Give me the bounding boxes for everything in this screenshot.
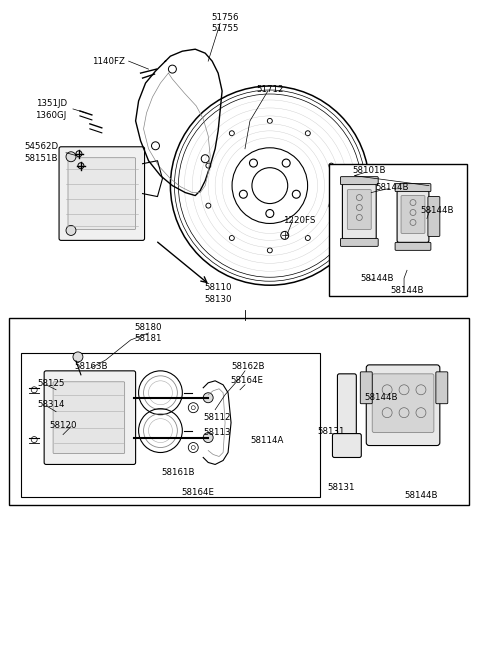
- Text: 58163B: 58163B: [74, 362, 108, 371]
- Circle shape: [73, 352, 83, 362]
- Text: 58112: 58112: [204, 413, 231, 422]
- Text: 58162B: 58162B: [231, 362, 264, 371]
- FancyBboxPatch shape: [342, 184, 376, 239]
- Bar: [21, 353, 320, 497]
- FancyBboxPatch shape: [395, 242, 431, 250]
- FancyBboxPatch shape: [436, 372, 448, 403]
- Bar: [329, 164, 467, 296]
- Text: 51756: 51756: [211, 13, 239, 22]
- FancyBboxPatch shape: [395, 184, 431, 192]
- Text: 1351JD: 1351JD: [36, 100, 67, 108]
- FancyBboxPatch shape: [333, 434, 361, 458]
- Text: 58114A: 58114A: [250, 436, 284, 445]
- Text: 58131: 58131: [328, 483, 355, 492]
- Circle shape: [66, 152, 76, 162]
- Text: 58181: 58181: [135, 335, 162, 343]
- Text: 58144B: 58144B: [364, 393, 398, 402]
- FancyBboxPatch shape: [68, 158, 136, 229]
- Text: 51712: 51712: [256, 85, 284, 94]
- FancyBboxPatch shape: [53, 382, 125, 454]
- Text: 1220FS: 1220FS: [284, 216, 316, 225]
- Text: 58180: 58180: [135, 323, 162, 331]
- FancyBboxPatch shape: [59, 147, 144, 240]
- Text: 58164E: 58164E: [230, 376, 264, 385]
- FancyBboxPatch shape: [366, 365, 440, 446]
- Text: 58144B: 58144B: [390, 286, 424, 295]
- Text: 58144B: 58144B: [375, 183, 409, 192]
- FancyBboxPatch shape: [360, 372, 372, 403]
- Text: 58125: 58125: [37, 379, 65, 388]
- Text: 58144B: 58144B: [404, 491, 438, 500]
- Text: 58144B: 58144B: [360, 274, 394, 283]
- Text: 1360GJ: 1360GJ: [36, 112, 67, 120]
- FancyBboxPatch shape: [44, 371, 136, 464]
- Text: 54562D: 54562D: [24, 142, 58, 151]
- FancyBboxPatch shape: [340, 176, 378, 184]
- Bar: [9, 318, 468, 505]
- Text: 58110: 58110: [204, 283, 232, 292]
- Circle shape: [203, 393, 213, 403]
- Text: 58151B: 58151B: [24, 154, 58, 163]
- Text: 58130: 58130: [204, 295, 232, 304]
- Text: 58164E: 58164E: [182, 488, 215, 497]
- Text: 58120: 58120: [49, 421, 77, 430]
- Circle shape: [203, 433, 213, 442]
- FancyBboxPatch shape: [348, 190, 371, 229]
- Text: 58161B: 58161B: [162, 468, 195, 477]
- FancyBboxPatch shape: [340, 238, 378, 246]
- Circle shape: [66, 226, 76, 235]
- FancyBboxPatch shape: [428, 196, 440, 236]
- FancyBboxPatch shape: [372, 374, 434, 433]
- Text: 58131: 58131: [318, 427, 345, 436]
- Text: 58113: 58113: [204, 428, 231, 437]
- Text: 58144B: 58144B: [420, 206, 454, 215]
- Text: 1140FZ: 1140FZ: [92, 57, 125, 65]
- FancyBboxPatch shape: [337, 374, 356, 452]
- Text: 58101B: 58101B: [352, 166, 386, 175]
- Text: 58314: 58314: [37, 400, 65, 409]
- Text: 51755: 51755: [211, 24, 239, 33]
- FancyBboxPatch shape: [397, 190, 429, 242]
- FancyBboxPatch shape: [401, 196, 425, 233]
